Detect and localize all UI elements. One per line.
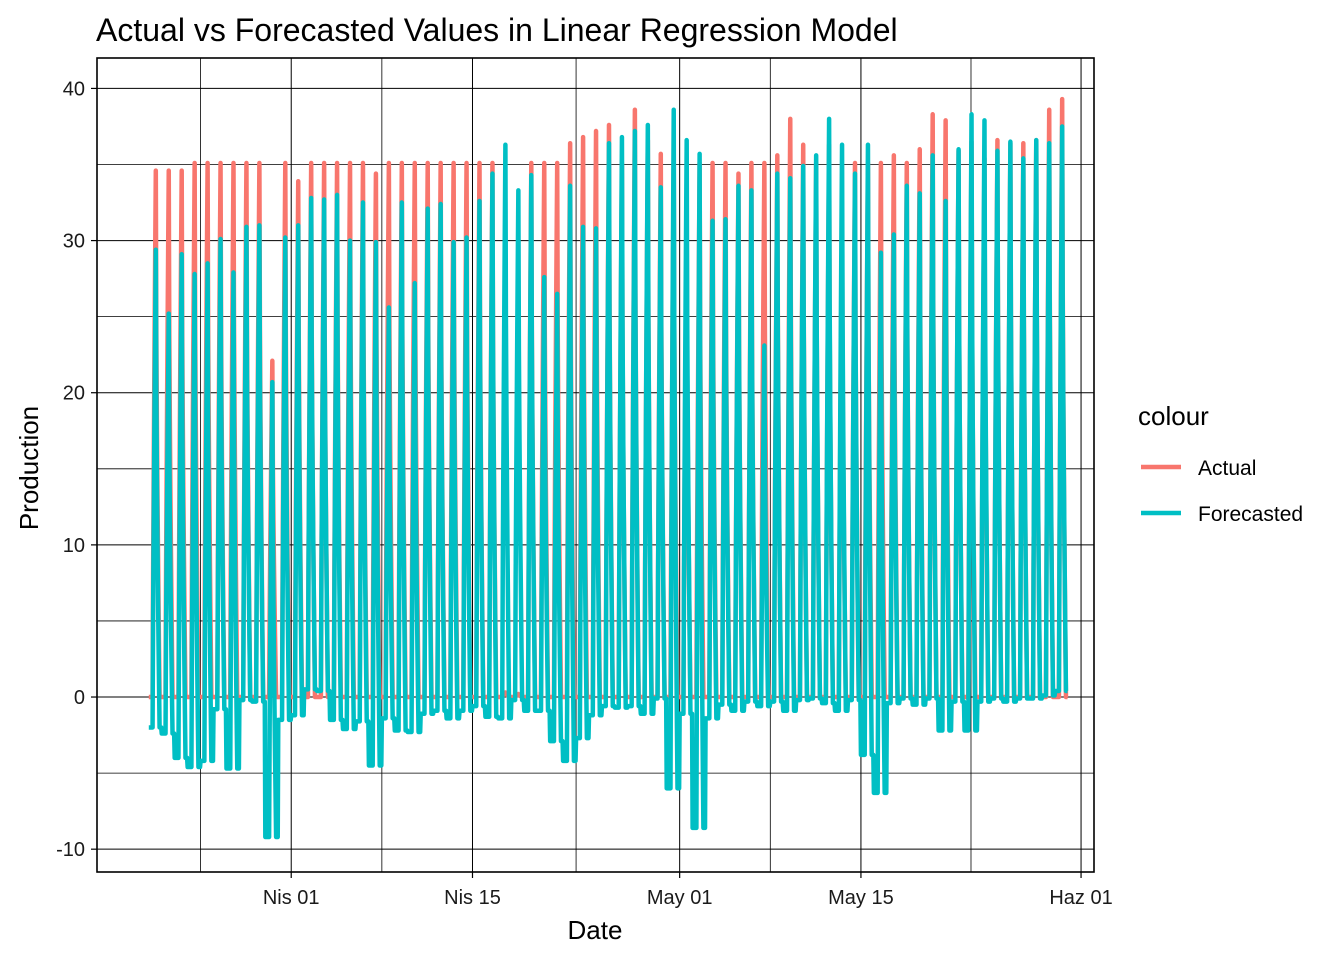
y-tick-label: 40: [63, 78, 85, 100]
x-tick-label: Nis 01: [263, 887, 320, 909]
axes-layer: -10 0 10 20 30 40 Nis 01 Nis 15 May 01 May 15 Haz …: [56, 57, 1113, 909]
legend-title: colour: [1138, 401, 1209, 431]
plot-border: [96, 57, 1095, 873]
x-axis-label: Date: [568, 915, 623, 945]
y-tick-label: 20: [63, 383, 85, 405]
series-line-forecasted: [147, 107, 1070, 840]
y-tick-label: 30: [63, 231, 85, 253]
y-tick-label: 10: [63, 535, 85, 557]
y-axis-label: Production: [14, 406, 44, 530]
x-tick-label: May 15: [828, 887, 894, 909]
legend: Actual Forecasted: [1141, 457, 1303, 526]
legend-label-forecasted: Forecasted: [1198, 503, 1303, 526]
x-tick-label: Nis 15: [444, 887, 501, 909]
legend-label-actual: Actual: [1198, 457, 1256, 480]
y-tick-label: -10: [56, 839, 85, 861]
y-tick-label: 0: [74, 687, 85, 709]
chart-title: Actual vs Forecasted Values in Linear Re…: [96, 12, 898, 48]
series-layer: [147, 96, 1070, 840]
x-tick-label: Haz 01: [1049, 887, 1112, 909]
x-tick-label: May 01: [647, 887, 713, 909]
